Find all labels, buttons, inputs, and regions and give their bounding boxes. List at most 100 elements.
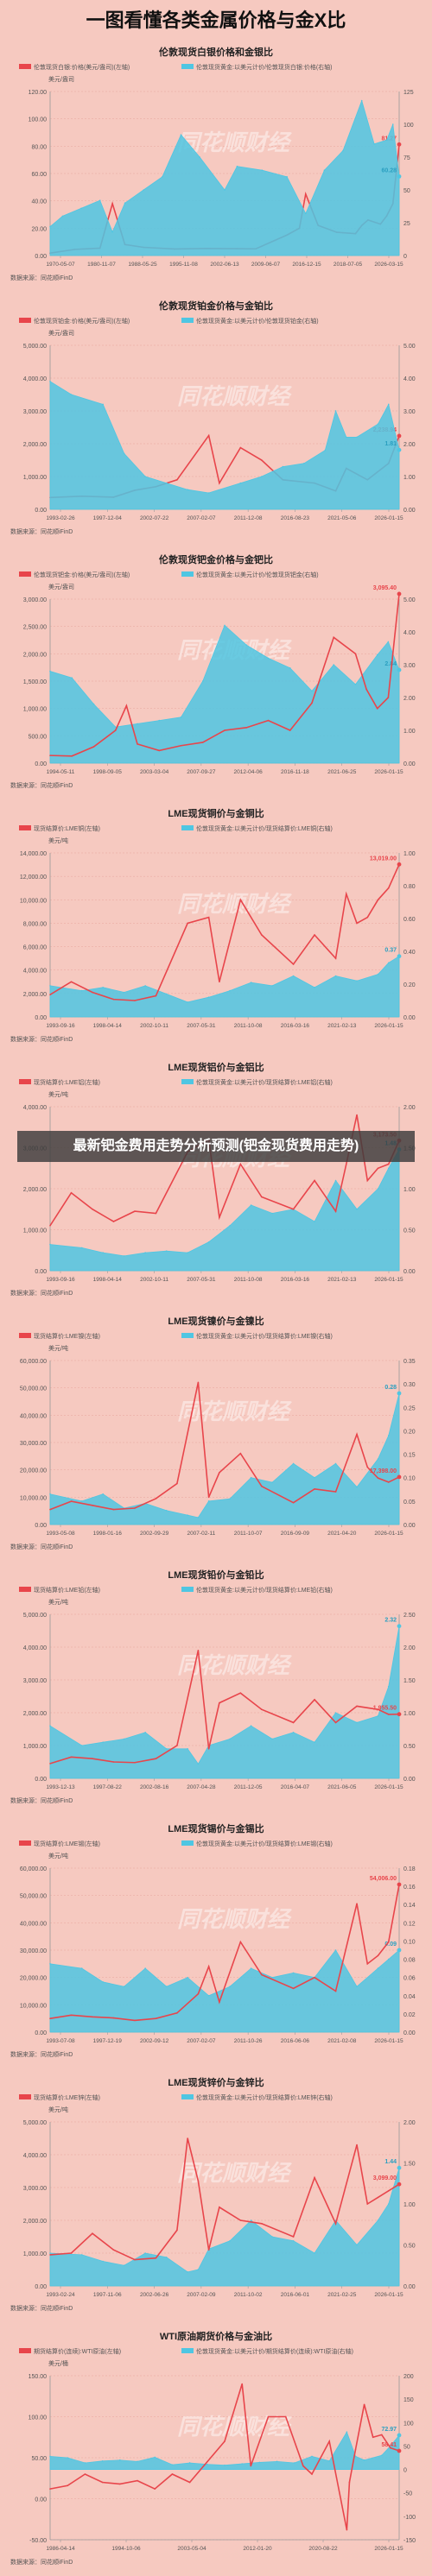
price-point (261, 934, 263, 936)
page-title: 一图看懂各类金属价格与金X比 (86, 9, 346, 31)
ratio-point (207, 1241, 210, 1243)
price-point (292, 1501, 295, 1504)
ratio-point (71, 677, 73, 679)
ratio-point (187, 2271, 188, 2273)
chart-legend: 现货结算价:LME锡(左轴) 伦敦现货黄金:以美元计价/现货结算价:LME锡(右轴… (19, 1840, 333, 1847)
price-point (207, 434, 210, 437)
y-tick-label-left: 20.00 (31, 226, 47, 232)
chart-panel: LME现货铅价与金铅比 现货结算价:LME铅(左轴) 伦敦现货黄金:以美元计价/现货… (0, 1561, 432, 1815)
price-point (334, 1990, 337, 1992)
y-tick-label-right: 0.00 (403, 2284, 416, 2290)
legend-swatch-ratio (181, 2094, 194, 2099)
series-price-line (49, 1884, 400, 2022)
ratio-point (229, 2239, 231, 2242)
price-point (112, 2249, 115, 2251)
price-end-label: 17,398.00 (370, 1468, 397, 1474)
price-point (377, 1708, 379, 1710)
unit-label: 美元/吨 (48, 1598, 68, 1606)
chart-panel: 伦敦现货白银价格和金银比 伦敦现货白银:价格(美元/盎司)(左轴) 伦敦现货黄金:以… (0, 38, 432, 292)
legend-label-price: 伦敦现货白银:价格(美元/盎司)(左轴) (34, 63, 130, 71)
legend-label-price: 现货结算价:LME铜(左轴) (34, 824, 100, 832)
ratio-point (137, 2460, 138, 2463)
price-point (377, 1477, 379, 1479)
price-point (155, 2257, 157, 2259)
y-tick-label-left: 60,000.00 (20, 1359, 47, 1365)
price-point (219, 482, 220, 484)
x-tick-label: 2007-05-31 (187, 1023, 216, 1029)
y-tick-label-left: 4,000.00 (23, 2153, 47, 2159)
x-tick-label: 1997-08-22 (93, 1784, 123, 1790)
price-point (346, 2529, 348, 2531)
data-source: 数据来源：同花顺iFinD (10, 781, 73, 789)
price-point (334, 1491, 337, 1493)
price-point (245, 727, 248, 729)
ratio-end-marker (397, 2165, 402, 2170)
price-point (176, 1745, 178, 1746)
legend-swatch-ratio (181, 1587, 194, 1592)
x-tick-label: 1988-05-25 (128, 262, 157, 268)
chart-panel: 伦敦现货铂金价格与金铂比 伦敦现货铂金:价格(美元/盎司)(左轴) 伦敦现货黄金:以… (0, 292, 432, 546)
ratio-point (80, 1500, 83, 1502)
y-tick-label-left: 3,000.00 (23, 409, 47, 415)
price-end-label: 54,006.00 (370, 1876, 397, 1882)
y-tick-label-right: 50 (403, 2444, 410, 2450)
ratio-point (385, 139, 388, 142)
y-tick-label-left: 1,000.00 (23, 2251, 47, 2257)
ratio-point (292, 2239, 295, 2242)
price-point (92, 746, 95, 748)
y-tick-label-left: 60.00 (31, 172, 47, 178)
y-tick-label-right: 0.40 (403, 950, 416, 956)
y-tick-label-right: 1.50 (403, 1678, 416, 1684)
ratio-point (206, 2463, 208, 2466)
series-price-line (49, 593, 400, 757)
ratio-end-marker (397, 447, 402, 452)
ratio-point (80, 2254, 83, 2256)
price-point (201, 742, 204, 743)
legend-swatch-price (19, 571, 31, 577)
ratio-point (165, 1986, 168, 1988)
y-tick-label-right: 0.16 (403, 1885, 416, 1891)
ratio-point (123, 2264, 125, 2267)
price-point (292, 963, 295, 965)
x-tick-label: 2020-08-22 (308, 2546, 338, 2552)
chart-legend: 现货结算价:LME铝(左轴) 伦敦现货黄金:以美元计价/现货结算价:LME铝(右轴… (19, 1078, 333, 1086)
price-point (137, 743, 138, 745)
ratio-point (229, 1738, 231, 1740)
ratio-point (197, 2269, 200, 2270)
x-tick-label: 1998-04-14 (93, 1023, 123, 1029)
price-end-marker (397, 591, 402, 597)
price-point (381, 2434, 383, 2436)
legend-label-ratio: 伦敦现货黄金:以美元计价/现货结算价:LME铝(右轴) (196, 1078, 333, 1086)
x-tick-label: 2016-06-01 (281, 2292, 310, 2298)
price-point (134, 1761, 136, 1764)
ratio-point (143, 189, 145, 191)
unit-label: 美元/盎司 (48, 583, 74, 590)
ratio-point (144, 2252, 146, 2254)
price-point (155, 2017, 157, 2019)
ratio-point (328, 2460, 331, 2462)
y-tick-label-right: 0.18 (403, 1866, 416, 1872)
price-point (250, 2465, 252, 2467)
ratio-end-label: 1.81 (384, 441, 397, 447)
legend-swatch-price (19, 1333, 31, 1338)
ratio-point (373, 143, 375, 145)
x-tick-label: 2016-06-06 (281, 2038, 310, 2044)
legend-swatch-price (19, 1840, 31, 1846)
y-tick-label-right: 0.00 (403, 1269, 416, 1275)
x-tick-label: 2016-12-15 (292, 262, 321, 268)
price-point (239, 899, 242, 901)
ratio-end-marker (397, 1948, 402, 1953)
y-tick-label-left: 10,000.00 (20, 898, 47, 904)
price-point (134, 1210, 136, 1212)
price-end-label: 58.41 (381, 2442, 397, 2448)
price-point (267, 2415, 270, 2418)
x-tick-label: 1997-12-19 (93, 2038, 123, 2044)
x-tick-label: 2026-01-15 (374, 1277, 403, 1283)
ratio-point (333, 664, 335, 666)
y-tick-label-left: 3,000.00 (23, 1678, 47, 1684)
y-tick-label-right: 0.25 (403, 1405, 416, 1411)
ratio-point (102, 1493, 105, 1495)
x-tick-label: 2007-04-28 (187, 1784, 216, 1790)
ratio-point (261, 169, 264, 171)
